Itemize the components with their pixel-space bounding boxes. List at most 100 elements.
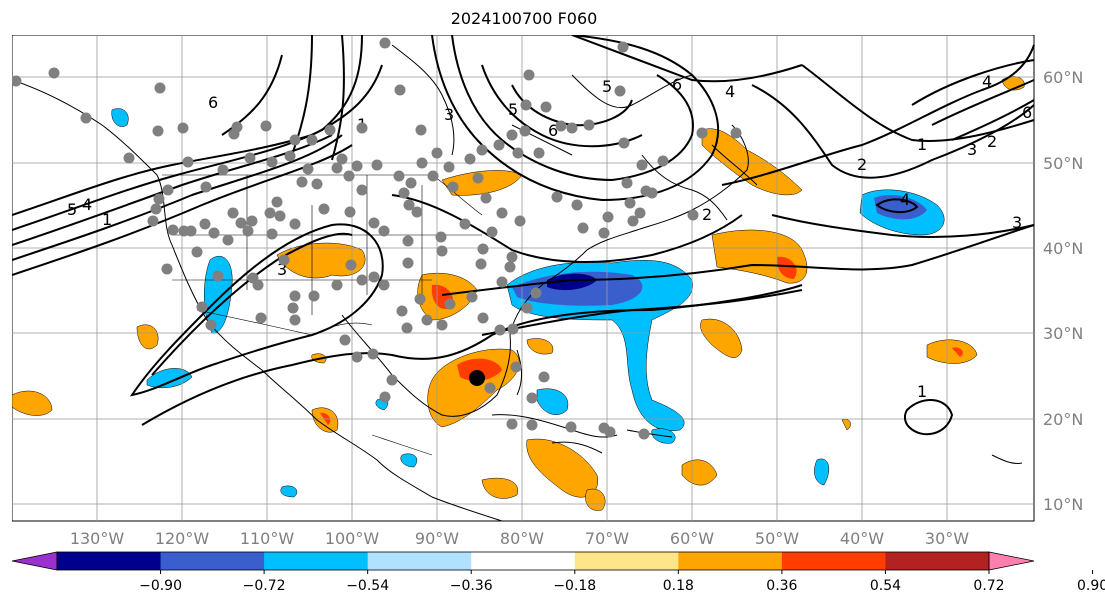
contour-label: 4 [725,82,735,101]
station-dot [271,196,283,208]
station-dot [242,225,254,237]
contour-label: 3 [277,260,287,279]
contour-label: 6 [548,121,558,140]
station-dot [182,156,194,168]
lon-label: 100°W [325,529,380,548]
station-dot [504,261,516,273]
station-dot [318,203,330,215]
station-dot [506,129,518,141]
colorbar-tick-label: −0.54 [346,578,389,594]
contour-label: 5 [602,77,612,96]
station-dot [403,199,415,211]
station-dot [368,271,380,283]
colorbar-segment [678,552,783,570]
lon-label: 90°W [415,529,459,548]
station-dot [496,276,508,288]
station-dot [371,159,383,171]
station-dot [551,191,563,203]
contour-label: 1 [102,210,112,229]
station-dot [217,164,229,176]
station-dot [621,177,633,189]
station-dot [604,426,616,438]
station-dot [533,147,545,159]
station-dot [402,257,414,269]
station-dot [627,215,639,227]
contour-label: 4 [82,195,92,214]
station-dot [324,124,336,136]
contour-label: 4 [982,72,992,91]
station-dot [167,224,179,236]
station-dot [356,122,368,134]
contour-label: 4 [900,190,910,209]
lon-label: 40°W [840,529,884,548]
storm-center-marker [469,370,485,386]
station-dot [496,207,508,219]
station-dot [393,170,405,182]
lat-label: 60°N [1043,68,1083,87]
station-dot [414,293,426,305]
station-dot [150,203,162,215]
station-dot [296,176,308,188]
lon-label: 130°W [70,529,125,548]
colorbar-segment [781,552,886,570]
station-dot [264,207,276,219]
station-dot [367,348,379,360]
coastlines [12,44,1023,522]
colorbar-segment [574,552,679,570]
station-dot [486,226,498,238]
station-dot [246,215,258,227]
station-dot [405,177,417,189]
colorbar-tick-label: 0.72 [973,578,1004,594]
colorbar-ticks: −0.90 −0.72 −0.54 −0.36 −0.18 0.18 0.36 0.54 0.7… [139,570,1105,594]
station-dot [386,374,398,386]
station-dot [555,120,567,132]
station-dot [289,218,301,230]
station-dot [162,184,174,196]
lat-label: 30°N [1043,324,1083,343]
colorbar-segment [885,552,990,570]
station-dot [343,170,355,182]
station-dot [196,301,208,313]
station-dot [289,314,301,326]
station-dot [200,181,212,193]
station-dot [602,211,614,223]
station-dot [521,302,533,314]
contour-label: 2 [702,205,712,224]
station-dot [477,312,489,324]
contour-label: 2 [987,132,997,151]
station-dot [421,314,433,326]
latitude-labels: 60°N 50°N 40°N 30°N 20°N 10°N [1043,68,1083,514]
station-dot [278,254,290,266]
longitude-labels: 130°W 120°W 110°W 100°W 90°W 80°W 70°W 6… [70,529,969,548]
station-dot [378,225,390,237]
colorbar-segment [367,552,472,570]
station-dot [427,170,439,182]
station-dot [520,99,532,111]
station-dot [344,206,356,218]
station-dot [466,291,478,303]
station-dot [154,82,166,94]
colorbar-segment [160,552,265,570]
station-dot [152,125,164,137]
lat-label: 40°N [1043,239,1083,258]
station-dot [260,120,272,132]
lat-label: 50°N [1043,154,1083,173]
colorbar-tick-label: −0.72 [243,578,286,594]
station-dot [493,139,505,151]
station-dot [12,75,22,87]
station-dot [477,243,489,255]
station-dot [526,392,538,404]
station-dot [507,323,519,335]
station-dot [566,122,578,134]
colorbar-extend-min [12,551,58,571]
station-dot [583,119,595,131]
station-dot [523,69,535,81]
station-dot [730,127,742,139]
station-dot [252,279,264,291]
lon-label: 30°W [925,529,969,548]
station-dot [696,127,708,139]
contour-label: 1 [917,382,927,401]
colorbar-segment [57,552,162,570]
colorbar-tick-label: 0.18 [663,578,694,594]
station-dot [494,324,506,336]
